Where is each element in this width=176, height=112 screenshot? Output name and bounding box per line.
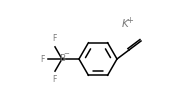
Text: F: F [52, 75, 56, 84]
Text: F: F [41, 55, 45, 64]
Text: +: + [127, 15, 133, 25]
Text: −: − [64, 51, 70, 57]
Text: K: K [122, 19, 128, 29]
Text: B: B [59, 54, 66, 63]
Text: F: F [52, 34, 56, 43]
